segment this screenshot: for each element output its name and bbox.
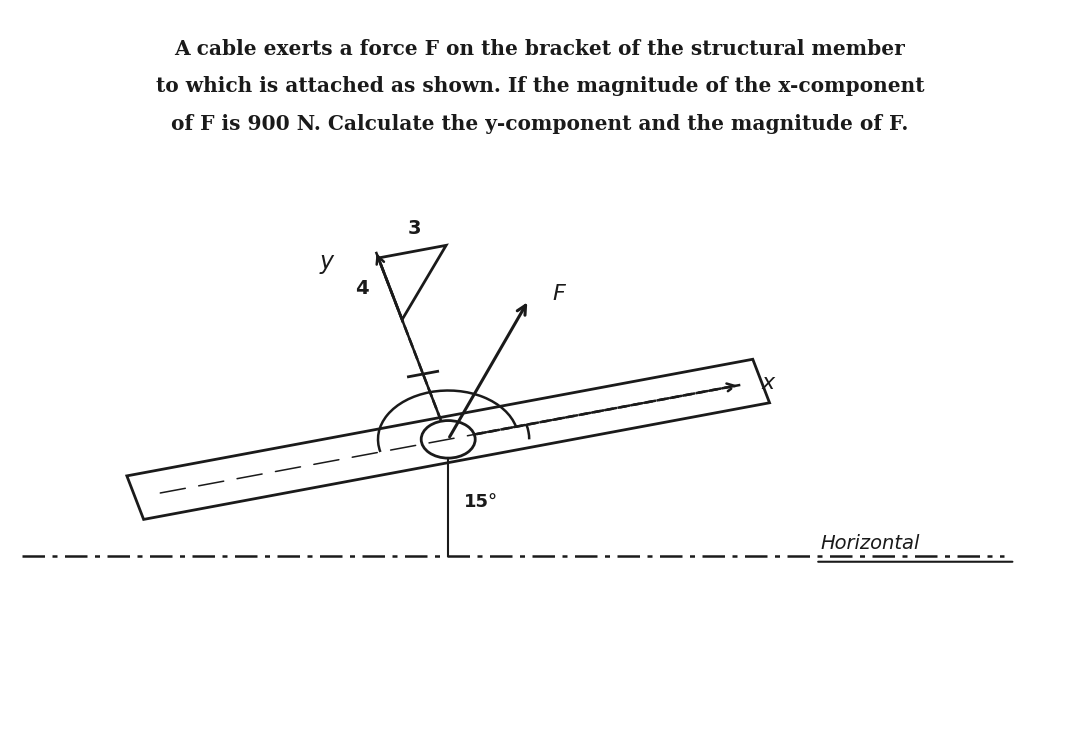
Text: y: y	[320, 250, 334, 274]
Text: 4: 4	[355, 279, 368, 298]
Text: A cable exerts a force F on the bracket of the structural member: A cable exerts a force F on the bracket …	[175, 39, 905, 59]
Polygon shape	[378, 246, 446, 320]
Text: Horizontal: Horizontal	[821, 535, 920, 553]
Text: 3: 3	[407, 219, 421, 238]
Text: 15°: 15°	[464, 493, 499, 511]
Polygon shape	[126, 359, 770, 520]
Text: F: F	[553, 284, 565, 304]
Text: of F is 900 N. Calculate the y-component and the magnitude of F.: of F is 900 N. Calculate the y-component…	[172, 114, 908, 134]
Text: x: x	[761, 373, 775, 394]
Text: to which is attached as shown. If the magnitude of the x-component: to which is attached as shown. If the ma…	[156, 77, 924, 96]
